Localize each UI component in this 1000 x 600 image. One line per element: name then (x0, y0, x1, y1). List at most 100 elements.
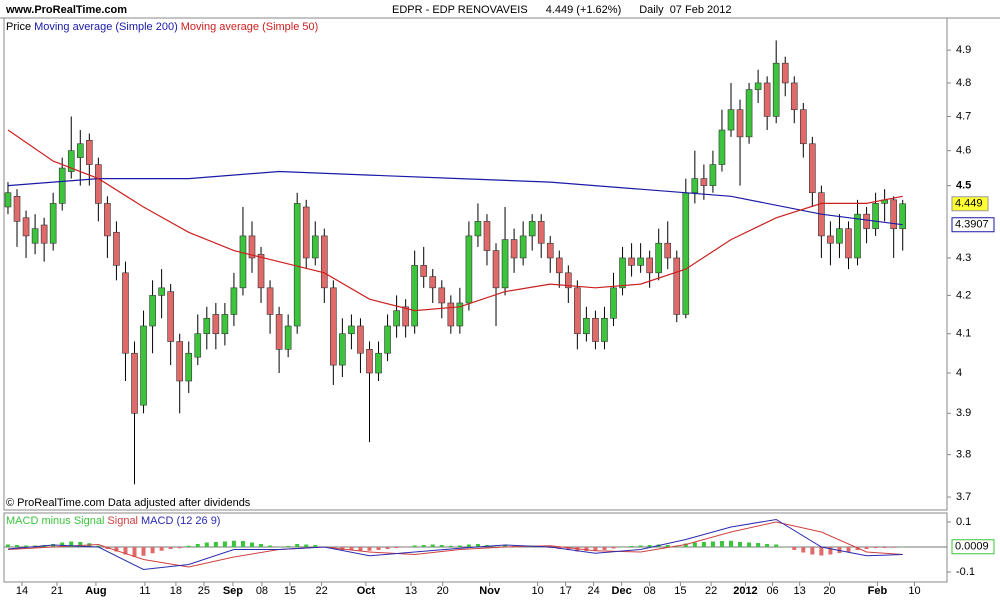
x-tick-label: 10 (908, 585, 920, 597)
candle-body (185, 352, 193, 382)
candle-body (67, 150, 75, 172)
hist-bar (792, 547, 797, 550)
y-tick-label: 3.7 (956, 491, 971, 503)
hist-bar (846, 547, 851, 552)
line-series (7, 521, 903, 568)
candle-body (13, 195, 21, 222)
hist-bar (259, 544, 264, 547)
hist-bar (96, 545, 101, 547)
x-tick-label: 08 (256, 585, 268, 597)
hist-bar (584, 547, 589, 551)
hist-bar (222, 541, 227, 547)
hist-bar (177, 547, 182, 549)
candle-body (863, 213, 870, 229)
x-tick-label: 18 (170, 585, 182, 597)
candle-body (275, 314, 283, 350)
y-tick-label: 4.2 (956, 289, 971, 301)
hist-bar (295, 544, 300, 547)
candle-body (899, 203, 907, 229)
candle-body (601, 317, 608, 342)
y-tick-label: 4.3 (956, 252, 971, 264)
hist-bar (864, 547, 869, 549)
hist-bar (738, 542, 743, 547)
candle-body (438, 287, 446, 304)
candle-body (58, 167, 66, 204)
macd-box (951, 539, 995, 555)
hist-bar (367, 547, 372, 551)
y-tick-label: 3.8 (956, 449, 971, 461)
legend-ma50: Moving average (Simple 50) (181, 21, 319, 33)
hist-bar (611, 547, 616, 549)
macd-legend: MACD minus Signal Signal MACD (12 26 9) (6, 515, 220, 527)
candle-body (402, 306, 409, 327)
x-tick-label: 06 (766, 585, 778, 597)
hist-bar (123, 547, 128, 555)
x-tick-label: Feb (868, 585, 888, 597)
hist-bar (719, 541, 724, 547)
site-name: www.ProRealTime.com (5, 4, 127, 16)
candle-body (546, 242, 554, 259)
hist-bar (159, 547, 164, 551)
hist-bar (15, 545, 20, 547)
candle-body (239, 235, 247, 289)
hist-bar (5, 544, 10, 547)
x-tick-label: Nov (479, 585, 501, 597)
price-box (951, 196, 989, 212)
x-tick-label: 11 (139, 585, 150, 597)
candle-body (574, 287, 581, 335)
candle-body (348, 325, 355, 335)
candle-body (194, 333, 202, 358)
candle-body (4, 192, 12, 208)
candle-body (266, 287, 274, 315)
candle-body (113, 231, 120, 266)
footnote: © ProRealTime.com Data adjusted after di… (6, 497, 251, 509)
hist-bar (783, 547, 788, 548)
candle-body (836, 228, 843, 244)
hist-bar (403, 547, 408, 548)
line-series (7, 518, 903, 571)
hist-bar (168, 547, 173, 549)
hist-bar (60, 542, 65, 547)
hist-bar (195, 544, 200, 547)
candle-body (420, 265, 428, 277)
hist-bar (873, 547, 878, 548)
title: EDPR - EDP RENOVAVEIS (392, 4, 528, 16)
candle-body (131, 352, 138, 414)
hist-bar (683, 543, 688, 547)
candle-body (691, 178, 699, 194)
legend-hist: MACD minus Signal (6, 515, 104, 527)
candle-body (167, 291, 174, 342)
x-tick-label: Aug (85, 585, 106, 597)
candle-body (763, 82, 771, 117)
hist-bar (304, 544, 309, 547)
candle-body (727, 109, 735, 131)
hist-bar (765, 544, 770, 547)
x-tick-label: 20 (823, 585, 835, 597)
candle-body (754, 82, 762, 90)
x-tick-label: 2012 (733, 585, 757, 597)
candle-body (592, 317, 599, 342)
hist-bar (141, 547, 146, 556)
candle-body (682, 192, 690, 315)
hist-bar (24, 545, 29, 547)
candle-body (40, 224, 48, 244)
candle-body (86, 140, 93, 165)
hist-bar (620, 547, 625, 548)
candle-body (610, 287, 617, 319)
candle-body (872, 203, 879, 229)
candle-body (22, 217, 30, 237)
hist-bar (602, 547, 607, 550)
candle-body (646, 257, 653, 274)
hist-bar (882, 547, 887, 548)
price-legend: Price Moving average (Simple 200) Moving a… (6, 21, 318, 33)
x-tick-label: 14 (16, 585, 28, 597)
candle-body (212, 314, 220, 335)
candle-body (49, 203, 57, 244)
hist-bar (692, 542, 697, 547)
header: EDPR - EDP RENOVAVEIS 4.449 (+1.62%) Daily… (392, 4, 731, 16)
hist-bar (286, 546, 291, 547)
candle-body (158, 287, 165, 296)
candle-body (31, 228, 39, 244)
candle-body (257, 253, 265, 289)
candle-body (248, 235, 256, 259)
